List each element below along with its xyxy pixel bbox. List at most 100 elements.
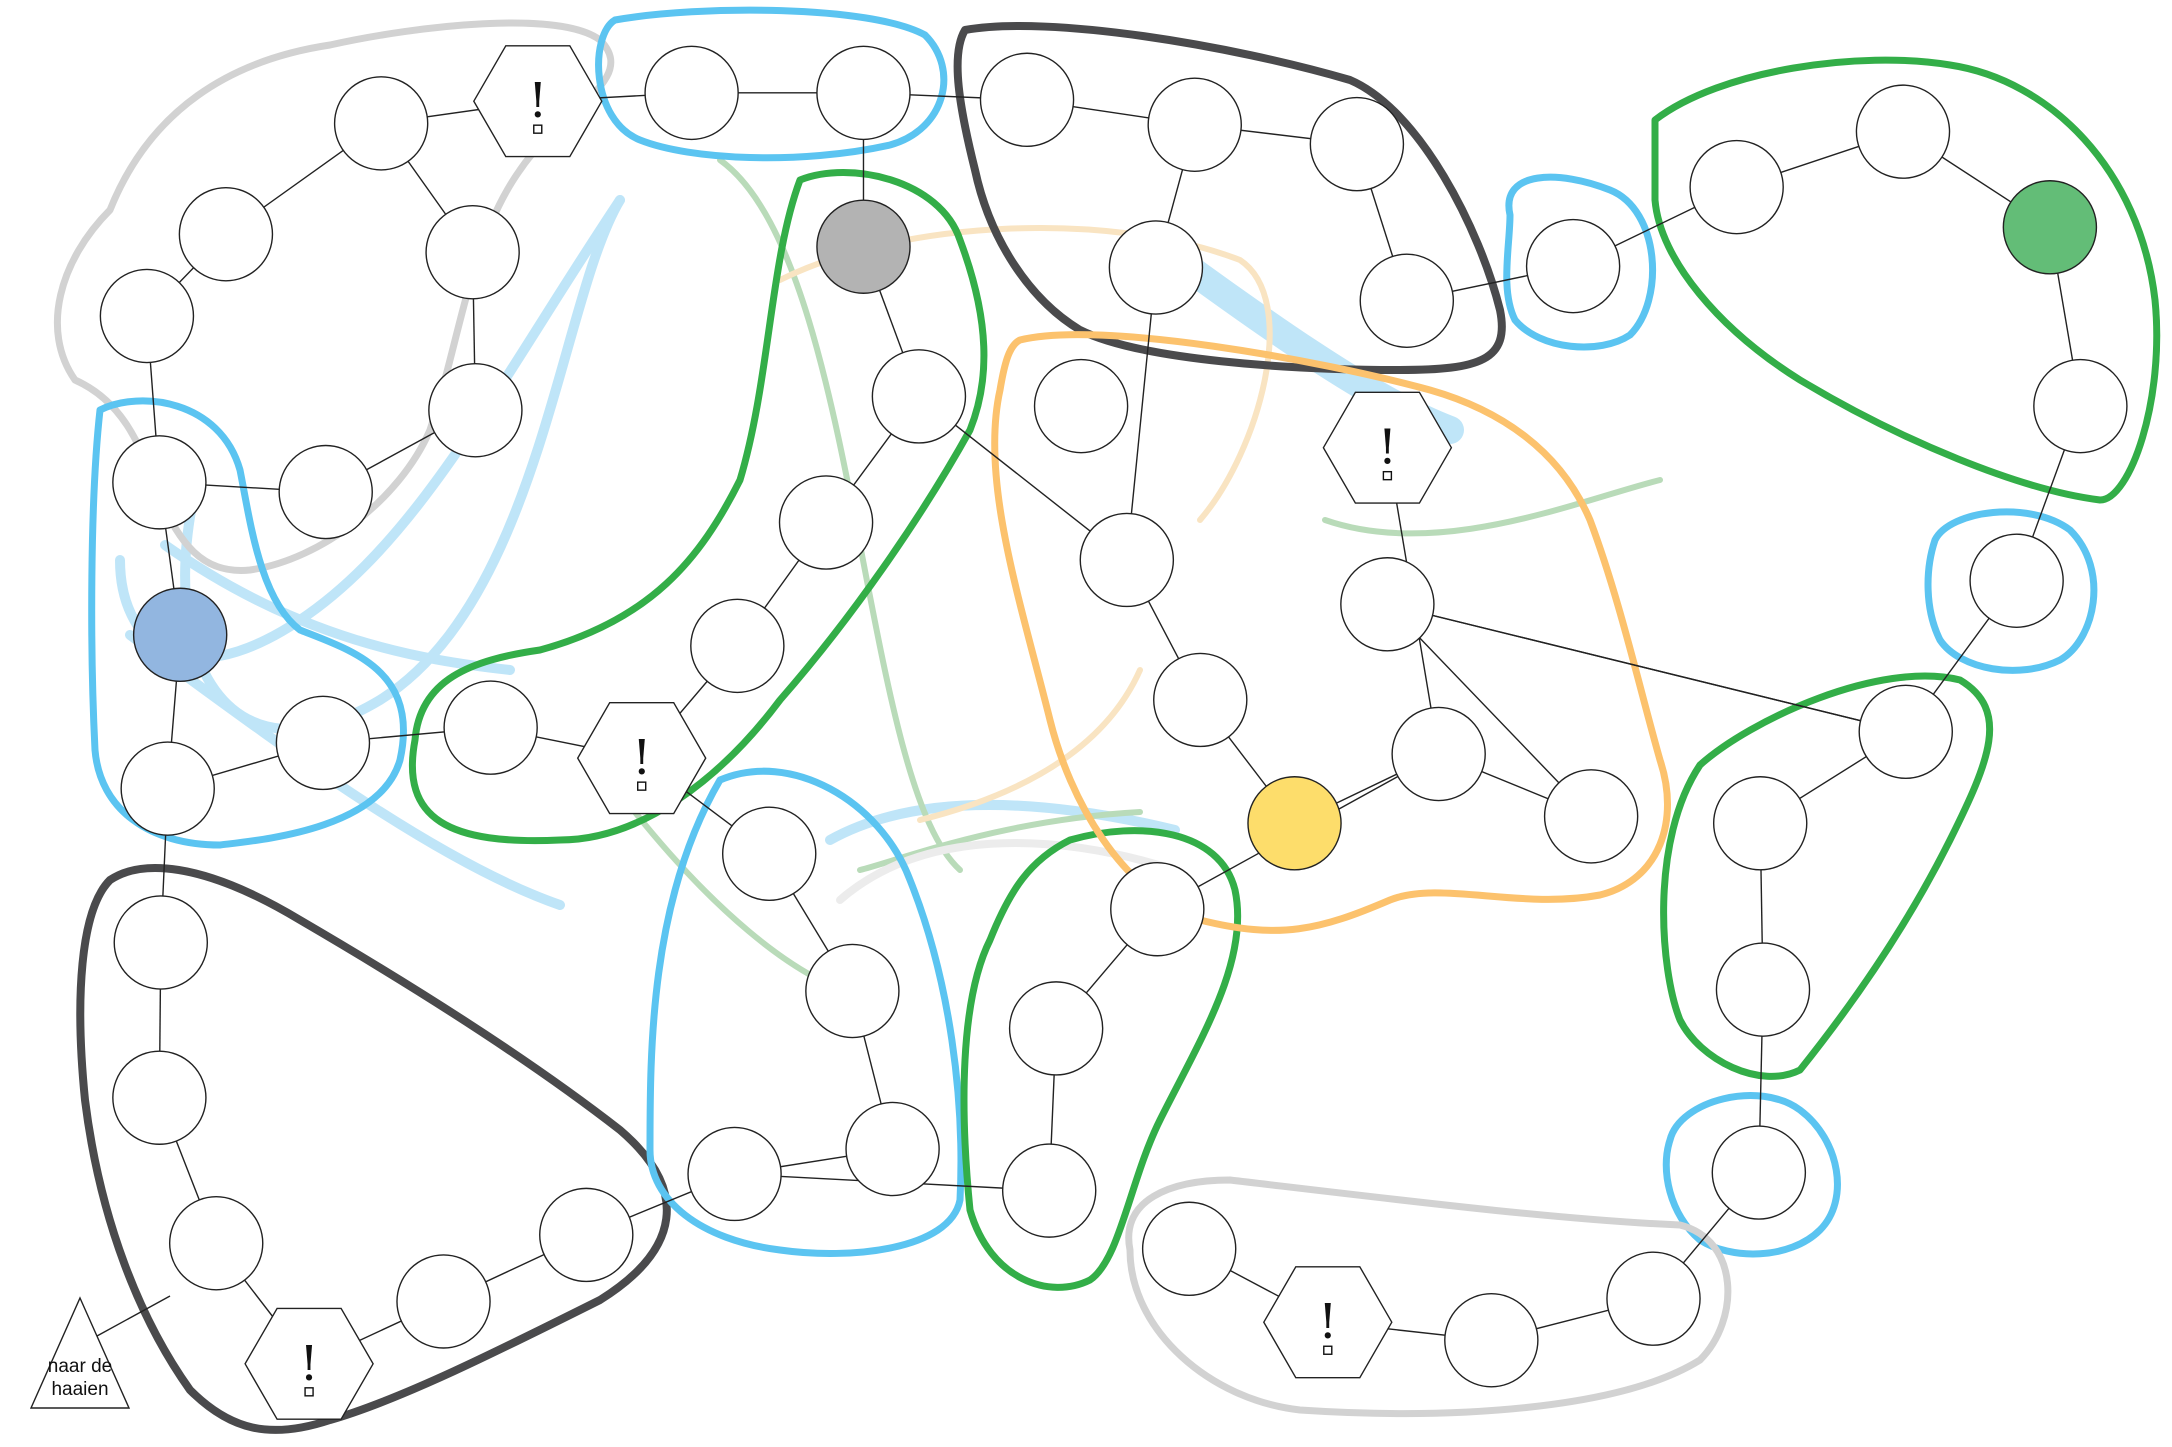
board-space-15[interactable]	[1689, 139, 1784, 235]
region-outline-12	[76, 864, 671, 1434]
board-space-45[interactable]	[1110, 861, 1205, 957]
board-space-41[interactable]	[721, 806, 817, 902]
trail-9	[1322, 477, 1663, 537]
event-icon: !	[1318, 1294, 1337, 1350]
region-outline-14	[960, 827, 1242, 1291]
board-space-53[interactable]	[1543, 769, 1639, 864]
event-icon: !	[528, 73, 547, 129]
board-space-50[interactable]	[1153, 652, 1248, 748]
board-space-1[interactable]	[178, 186, 274, 282]
event-space-3[interactable]: !	[576, 702, 707, 815]
finish-triangle[interactable]	[29, 1296, 131, 1409]
board-space-30[interactable]	[275, 695, 371, 791]
trail-12	[917, 667, 1143, 823]
board-space-40[interactable]	[539, 1187, 634, 1283]
board-space-54[interactable]	[1340, 557, 1435, 652]
spaces-layer: !!!!!	[99, 45, 2128, 1420]
event-icon-dot	[533, 124, 543, 134]
board-space-39[interactable]	[396, 1254, 491, 1349]
board-space-43[interactable]	[845, 1101, 940, 1197]
pawn-green-space[interactable]	[2002, 180, 2098, 275]
event-icon-dot	[1323, 1345, 1333, 1355]
board-space-8[interactable]	[816, 45, 911, 141]
board-space-20[interactable]	[1858, 684, 1953, 780]
board-space-14[interactable]	[1525, 218, 1621, 314]
board-space-46[interactable]	[1008, 981, 1104, 1076]
event-hexagon[interactable]	[244, 1307, 374, 1420]
board-space-2[interactable]	[333, 76, 429, 171]
region-outline-8	[1662, 1092, 1841, 1258]
event-hexagon[interactable]	[1322, 391, 1453, 504]
region-outline-3	[953, 22, 1506, 374]
board-space-42[interactable]	[805, 943, 900, 1039]
region-outline-11	[408, 169, 988, 845]
board-space-7[interactable]	[644, 45, 739, 141]
board-space-29[interactable]	[120, 741, 215, 836]
board-space-38[interactable]	[168, 1196, 264, 1291]
finish-label-line2: haaien	[51, 1379, 108, 1400]
event-icon-dot	[1382, 470, 1393, 481]
board-space-36[interactable]	[113, 895, 209, 990]
board-space-26[interactable]	[1141, 1201, 1237, 1297]
board-space-49[interactable]	[1079, 512, 1175, 608]
finish-link	[96, 1295, 171, 1337]
finish-space[interactable]: naar de haaien	[29, 1295, 171, 1409]
board-space-4[interactable]	[428, 363, 523, 458]
board-space-37[interactable]	[112, 1050, 207, 1145]
space-link	[1386, 603, 1592, 817]
space-link	[1387, 603, 1906, 733]
board-space-19[interactable]	[1969, 533, 2064, 628]
trail-13	[836, 839, 1179, 904]
trail-6	[825, 800, 1180, 845]
event-hexagon[interactable]	[576, 702, 707, 815]
event-space-1[interactable]: !	[472, 45, 603, 158]
board-space-24[interactable]	[1606, 1251, 1701, 1346]
region-outline-2	[595, 6, 948, 162]
board-space-9[interactable]	[979, 52, 1075, 148]
board-space-18[interactable]	[2033, 358, 2128, 454]
pawn-blue-space[interactable]	[132, 587, 228, 683]
board-space-22[interactable]	[1715, 942, 1811, 1037]
board-space-47[interactable]	[1001, 1143, 1097, 1238]
board-space-27[interactable]	[112, 435, 207, 530]
board-space-25[interactable]	[1444, 1293, 1539, 1388]
board-space-12[interactable]	[1359, 253, 1455, 349]
finish-label-line1: naar de	[48, 1356, 112, 1377]
region-outline-13	[646, 767, 965, 1257]
board-space-3[interactable]	[425, 205, 520, 300]
board-space-10[interactable]	[1147, 77, 1242, 172]
board-space-31[interactable]	[443, 680, 538, 775]
event-icon-dot	[637, 781, 647, 791]
board-space-11[interactable]	[1309, 96, 1405, 192]
region-outline-7	[1660, 672, 1994, 1080]
board-space-23[interactable]	[1711, 1125, 1807, 1220]
event-icon-dot	[304, 1387, 314, 1397]
event-space-5[interactable]: !	[1322, 391, 1453, 504]
pawn-gray-space[interactable]	[816, 199, 911, 294]
board-space-33[interactable]	[778, 475, 874, 570]
event-space-4[interactable]: !	[244, 1307, 374, 1420]
region-outline-4	[1503, 173, 1657, 351]
region-outline-15	[991, 331, 1671, 934]
pawn-yellow-space[interactable]	[1247, 776, 1342, 871]
region-outline-5	[1651, 56, 2161, 504]
board-space-6[interactable]	[99, 268, 195, 364]
board-space-48[interactable]	[1033, 358, 1129, 454]
space-link	[1126, 267, 1157, 561]
board-space-16[interactable]	[1855, 84, 1951, 179]
board-space-21[interactable]	[1712, 776, 1808, 871]
event-hexagon[interactable]	[1262, 1266, 1393, 1379]
board-space-13[interactable]	[1108, 220, 1204, 315]
region-outline-10	[88, 397, 407, 849]
board-space-34[interactable]	[871, 349, 967, 444]
board-space-44[interactable]	[687, 1126, 782, 1222]
region-outline-6	[1924, 508, 2098, 674]
event-icon: !	[1378, 420, 1397, 476]
board-space-52[interactable]	[1391, 706, 1486, 802]
board-space-5[interactable]	[278, 444, 373, 540]
board-space-32[interactable]	[690, 598, 785, 694]
region-outline-9	[1125, 1176, 1732, 1417]
event-hexagon[interactable]	[472, 45, 603, 158]
event-space-2[interactable]: !	[1262, 1266, 1393, 1379]
